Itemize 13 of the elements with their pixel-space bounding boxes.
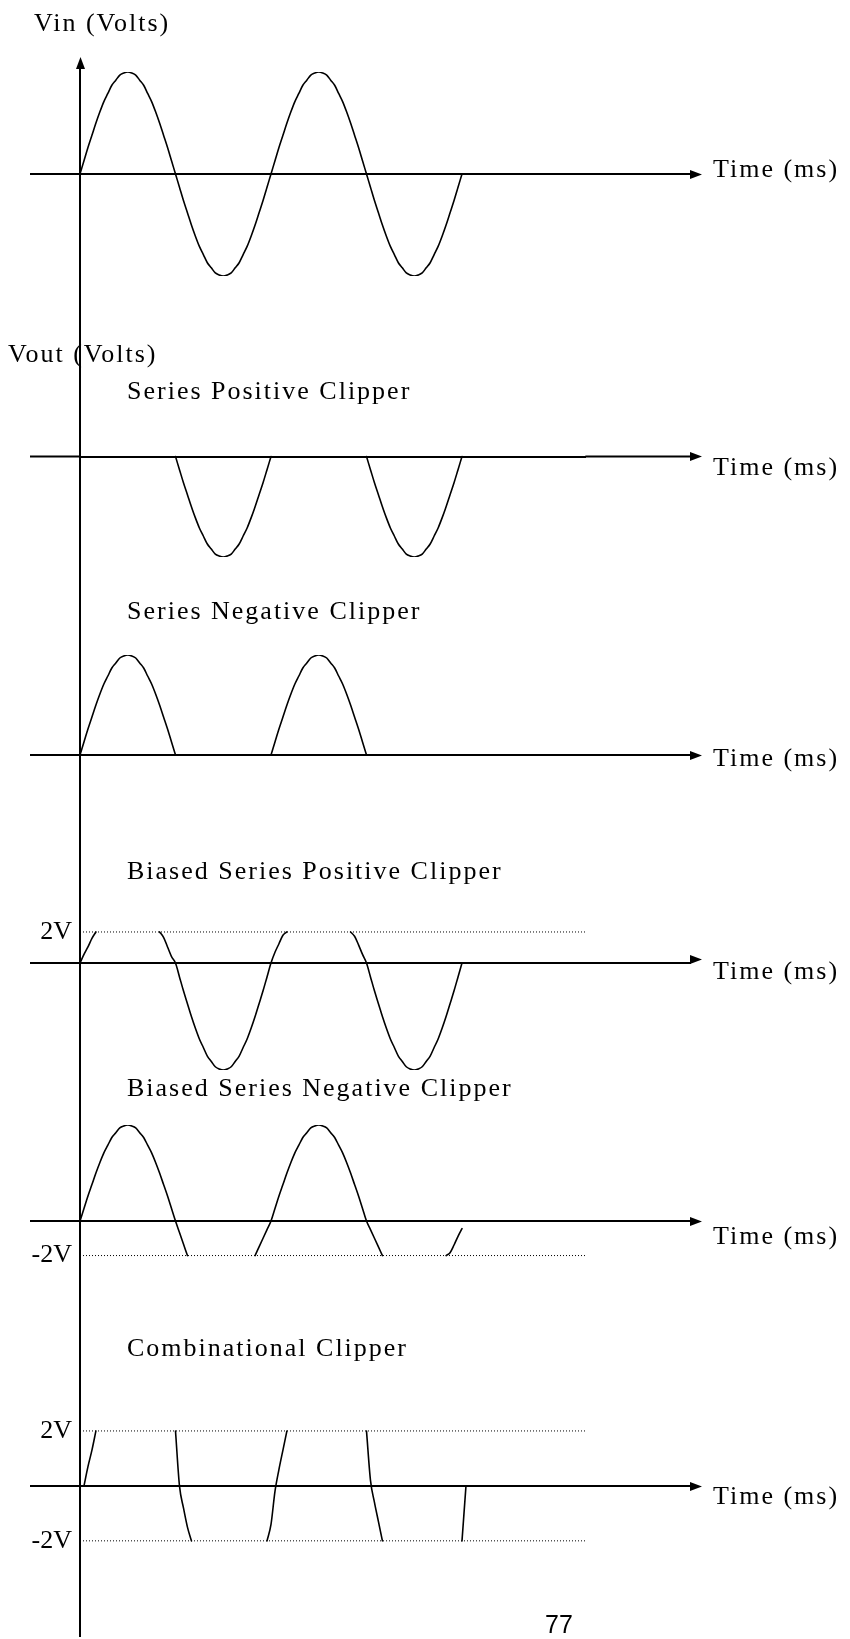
y-axis-title: Vin (Volts) xyxy=(34,8,171,38)
annotation: 77 xyxy=(545,1609,573,1639)
chart-title: Combinational Clipper xyxy=(127,1333,409,1363)
chart-title: Biased Series Negative Clipper xyxy=(127,1073,513,1103)
chart-title: Series Positive Clipper xyxy=(127,376,412,406)
x-axis-title: Time (ms) xyxy=(713,743,840,773)
x-axis-title: Time (ms) xyxy=(713,451,840,482)
x-axis-title: Time (ms) xyxy=(713,956,840,986)
chart-title: Series Negative Clipper xyxy=(127,596,422,626)
x-axis-title: Time (ms) xyxy=(713,1221,840,1251)
x-axis-title: Time (ms) xyxy=(713,1481,840,1511)
x-axis-title: Time (ms) xyxy=(713,154,840,184)
chart-title: Biased Series Positive Clipper xyxy=(127,856,503,886)
